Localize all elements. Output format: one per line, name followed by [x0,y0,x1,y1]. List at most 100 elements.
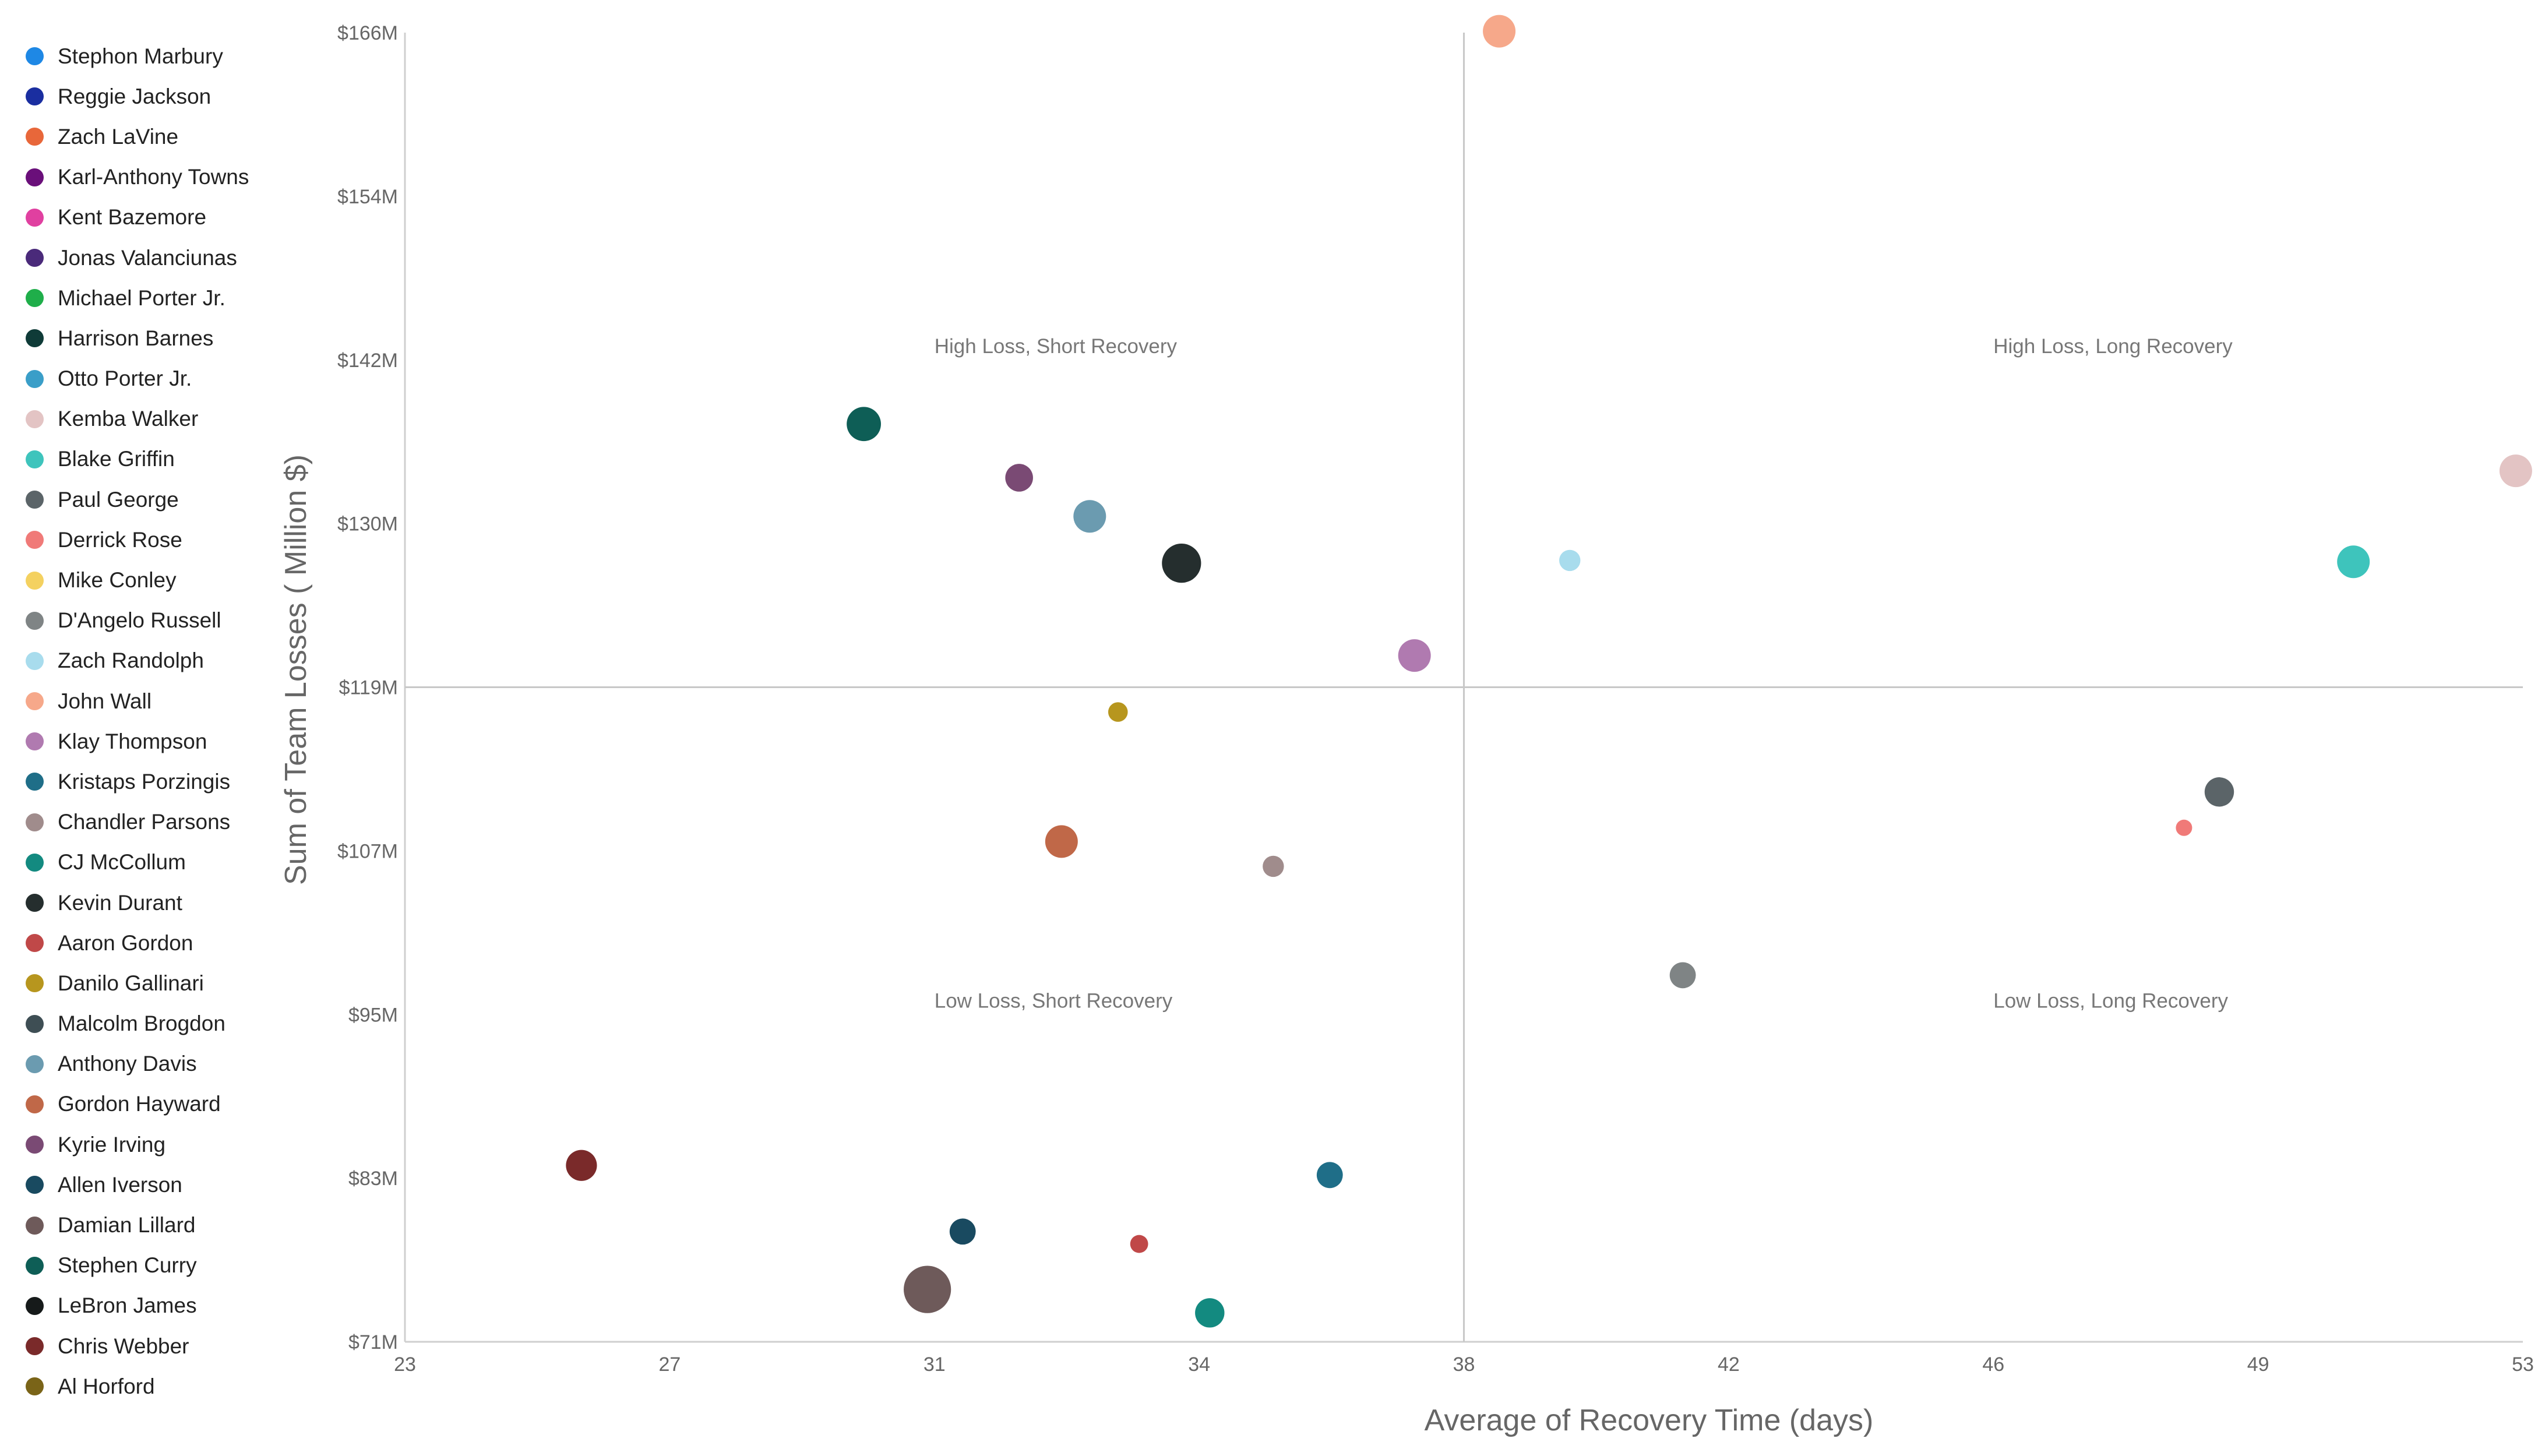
legend-marker-icon [26,1176,44,1194]
legend-label: Jonas Valanciunas [58,245,237,270]
y-axis-title: Sum of Team Losses ( Million $) [279,454,313,885]
x-tick-label: 49 [2247,1353,2269,1376]
y-tick-label: $95M [348,1004,398,1026]
legend-item[interactable]: Aaron Gordon [17,923,268,963]
legend-label: Mike Conley [58,568,177,593]
legend-label: CJ McCollum [58,850,186,875]
legend-item[interactable]: Klay Thompson [17,721,268,762]
legend-item[interactable]: Chris Webber [17,1326,268,1366]
data-point [566,1150,597,1181]
legend-item[interactable]: John Wall [17,681,268,721]
x-tick-label: 23 [394,1353,416,1376]
legend-marker-icon [26,87,44,106]
legend-item[interactable]: Al Horford [17,1366,268,1406]
legend-item[interactable]: Karl-Anthony Towns [17,157,268,198]
legend-item[interactable]: Kent Bazemore [17,198,268,238]
legend-marker-icon [26,853,44,872]
legend-item[interactable]: Reggie Jackson [17,76,268,117]
legend-marker-icon [26,813,44,831]
legend-label: Stephen Curry [58,1253,197,1278]
legend-label: Stephon Marbury [58,44,223,68]
data-point [1005,464,1033,492]
y-tick-label: $83M [348,1168,398,1190]
legend-label: Malcolm Brogdon [58,1011,225,1036]
legend-label: Paul George [58,487,179,512]
legend-item[interactable]: D'Angelo Russell [17,601,268,641]
data-point [1073,500,1106,533]
legend-label: John Wall [58,689,152,713]
legend-marker-icon [26,611,44,630]
data-point [1263,855,1284,877]
legend-item[interactable]: Kemba Walker [17,399,268,439]
legend-item[interactable]: Kristaps Porzingis [17,762,268,802]
legend-marker-icon [26,208,44,227]
legend-item[interactable]: Chandler Parsons [17,802,268,842]
legend-label: Danilo Gallinari [58,971,204,995]
legend-marker-icon [26,1136,44,1154]
legend-marker-icon [26,773,44,791]
legend-label: Allen Iverson [58,1172,182,1197]
data-point [847,407,881,442]
x-tick-label: 38 [1453,1353,1475,1376]
data-point [1669,962,1696,989]
legend-label: Aaron Gordon [58,930,193,955]
legend-item[interactable]: Kevin Durant [17,883,268,923]
legend-label: Kristaps Porzingis [58,769,231,794]
legend-marker-icon [26,1055,44,1073]
legend-item[interactable]: Stephen Curry [17,1246,268,1286]
legend-item[interactable]: Anthony Davis [17,1044,268,1084]
legend-marker-icon [26,1256,44,1275]
legend-label: Karl-Anthony Towns [58,165,249,189]
legend-item[interactable]: Malcolm Brogdon [17,1004,268,1044]
legend-label: Kevin Durant [58,890,182,915]
data-point [1316,1162,1343,1189]
data-point [1483,15,1516,48]
legend-label: Kemba Walker [58,407,199,431]
legend-marker-icon [26,1216,44,1235]
legend-label: Zach LaVine [58,124,179,149]
legend-label: Anthony Davis [58,1052,197,1076]
legend-item[interactable]: Otto Porter Jr. [17,359,268,399]
data-point [1130,1235,1148,1253]
legend-label: Chris Webber [58,1334,189,1358]
legend-item[interactable]: Allen Iverson [17,1165,268,1205]
legend-label: Al Horford [58,1374,155,1398]
legend-marker-icon [26,894,44,912]
legend-item[interactable]: Kyrie Irving [17,1124,268,1165]
legend-label: Kyrie Irving [58,1132,166,1157]
legend-item[interactable]: Mike Conley [17,560,268,600]
legend-item[interactable]: Harrison Barnes [17,318,268,358]
legend-item[interactable]: LeBron James [17,1286,268,1326]
data-point [2176,819,2192,836]
legend-item[interactable]: Jonas Valanciunas [17,238,268,278]
legend-item[interactable]: Danilo Gallinari [17,963,268,1003]
legend-marker-icon [26,651,44,670]
data-point [1045,825,1078,858]
legend-marker-icon [26,1377,44,1396]
y-tick-label: $119M [339,677,398,699]
legend-marker-icon [26,692,44,711]
legend: Stephon Marbury Reggie Jackson Zach LaVine… [17,36,268,1406]
y-tick-label: $142M [337,350,398,372]
legend-item[interactable]: Blake Griffin [17,439,268,480]
legend-item[interactable]: Zach LaVine [17,117,268,157]
legend-item[interactable]: Damian Lillard [17,1205,268,1245]
data-point [2499,454,2532,488]
legend-item[interactable]: Stephon Marbury [17,36,268,76]
legend-item[interactable]: CJ McCollum [17,842,268,883]
legend-item[interactable]: Gordon Hayward [17,1084,268,1124]
y-tick-label: $154M [337,186,398,208]
legend-item[interactable]: Zach Randolph [17,641,268,681]
legend-item[interactable]: Derrick Rose [17,520,268,560]
y-tick-label: $107M [337,840,398,862]
legend-marker-icon [26,410,44,428]
data-point [1162,544,1201,583]
legend-item[interactable]: Paul George [17,480,268,520]
quadrant-label: Low Loss, Short Recovery [935,989,1173,1012]
legend-marker-icon [26,450,44,468]
legend-item[interactable]: Michael Porter Jr. [17,278,268,318]
legend-label: D'Angelo Russell [58,608,221,633]
legend-marker-icon [26,934,44,953]
legend-label: Harrison Barnes [58,326,214,350]
legend-label: Otto Porter Jr. [58,366,192,391]
